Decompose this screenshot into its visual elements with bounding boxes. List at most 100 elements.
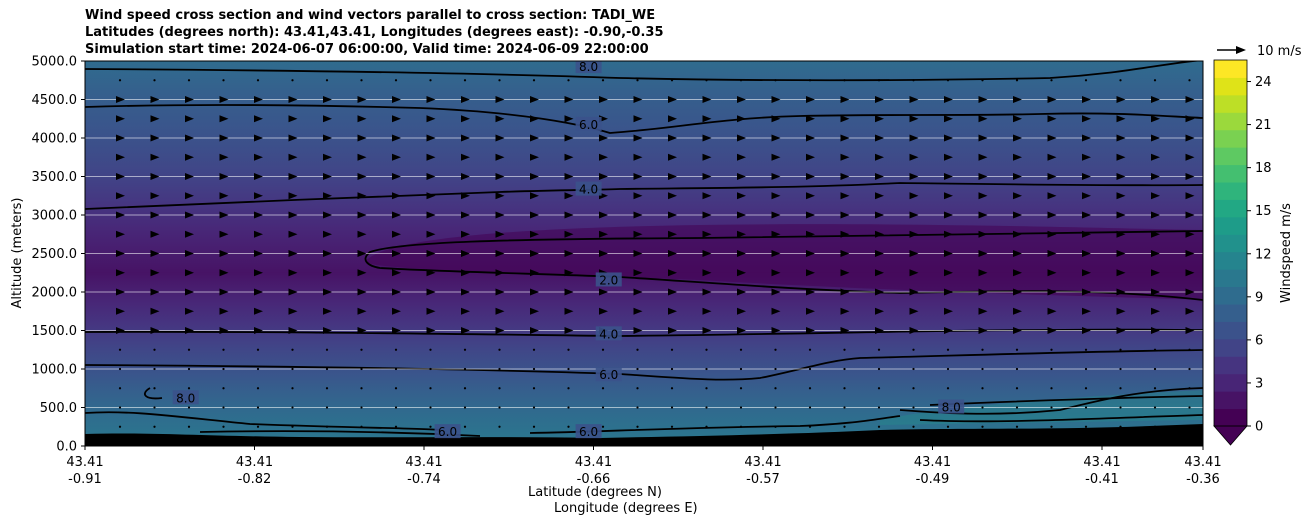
wind-vector [1047, 134, 1057, 142]
title-line-1: Wind speed cross section and wind vector… [85, 8, 656, 23]
wind-vector [463, 425, 467, 428]
wind-vector [806, 115, 815, 123]
wind-vector [463, 348, 467, 351]
y-tick-label: 3000.0 [32, 209, 78, 224]
wind-vector [116, 288, 125, 296]
wind-vector [185, 173, 194, 180]
wind-vector [1151, 115, 1160, 123]
wind-vector [1084, 79, 1088, 82]
wind-vector [564, 250, 574, 257]
wind-vector [1047, 211, 1057, 219]
wind-vector [187, 367, 191, 371]
wind-vector [702, 173, 712, 180]
wind-vector [567, 348, 570, 351]
wind-vector [567, 425, 570, 428]
contour-2 [364, 230, 1203, 301]
wind-vector [1084, 367, 1088, 371]
wind-vector [564, 230, 574, 238]
x-tick-label-lon: -0.49 [916, 472, 950, 487]
wind-vector [532, 79, 536, 82]
wind-vector [806, 307, 815, 315]
colorbar-segment [1214, 269, 1247, 288]
wind-vector [877, 387, 881, 390]
wind-vector [670, 387, 674, 390]
wind-vector [1151, 211, 1160, 219]
wind-vector [426, 211, 436, 219]
x-tick-label-lat: 43.41 [1083, 455, 1120, 470]
wind-vector [530, 153, 539, 161]
wind-vector [806, 96, 815, 103]
wind-vector [463, 406, 467, 409]
wind-vector [981, 406, 984, 409]
contour-8-top [85, 61, 1203, 82]
wind-vector [1047, 307, 1057, 315]
wind-vector [771, 115, 781, 123]
wind-vector [495, 173, 505, 180]
wind-vector [771, 211, 781, 219]
wind-vector [1050, 387, 1053, 390]
wind-vector [877, 406, 881, 409]
wind-vector [1015, 406, 1019, 409]
colorbar-segment [1214, 304, 1247, 322]
wind-vector [737, 173, 746, 180]
colorbar-tick-label: 18 [1255, 161, 1272, 176]
wind-vector [291, 367, 294, 371]
wind-vector [1013, 115, 1022, 123]
wind-vector [1116, 327, 1126, 334]
wind-vector [532, 425, 536, 428]
wind-vector [909, 327, 919, 334]
core-low-wind-band [365, 224, 1203, 300]
x-axis-label-lat: Latitude (degrees N) [528, 485, 662, 500]
wind-vector [702, 211, 712, 219]
wind-vector [1151, 288, 1160, 296]
wind-vector [288, 307, 298, 315]
wind-vector [636, 348, 639, 351]
colorbar-segment [1214, 286, 1247, 305]
x-tick-label-lon: -0.66 [577, 472, 611, 487]
wind-vector [530, 115, 539, 123]
wind-vector [944, 96, 953, 103]
wind-vector [944, 250, 953, 257]
wind-vector [1050, 367, 1053, 371]
wind-vector [912, 348, 915, 351]
wind-vector [670, 348, 674, 351]
wind-vector [392, 230, 401, 238]
wind-vector [1151, 327, 1160, 334]
wind-vector [806, 269, 815, 277]
wind-vector [739, 406, 743, 409]
wind-vector [909, 115, 919, 123]
wind-vector [840, 153, 850, 161]
wind-vector [495, 250, 505, 257]
wind-vector [702, 153, 712, 161]
wind-vector [774, 367, 777, 371]
wind-vector [1119, 387, 1122, 390]
wind-vector [774, 425, 777, 428]
wind-vector [670, 367, 674, 371]
wind-vector [256, 348, 260, 351]
wind-vector [633, 307, 643, 315]
wind-vector [1185, 115, 1195, 123]
contour-label: 2.0 [599, 273, 618, 287]
wind-vector [1082, 211, 1091, 219]
contour-4-lower [85, 328, 1203, 337]
wind-vector [564, 153, 574, 161]
wind-vector [185, 115, 194, 123]
wind-vector [357, 288, 367, 296]
wind-vector [739, 79, 743, 82]
wind-vector [705, 348, 708, 351]
wind-vector [1047, 192, 1057, 200]
wind-vector [1084, 387, 1088, 390]
wind-vector [495, 307, 505, 315]
wind-vector [702, 96, 712, 103]
wind-vector [288, 115, 298, 123]
wind-vector [461, 211, 470, 219]
wind-vector [291, 387, 294, 390]
wind-vector [599, 173, 608, 180]
wind-vector [357, 250, 367, 257]
wind-vector [1185, 230, 1195, 238]
wind-vector [429, 406, 432, 409]
wind-vector [256, 425, 260, 428]
wind-vector [981, 348, 984, 351]
wind-vector [254, 288, 263, 296]
wind-vector [840, 96, 850, 103]
